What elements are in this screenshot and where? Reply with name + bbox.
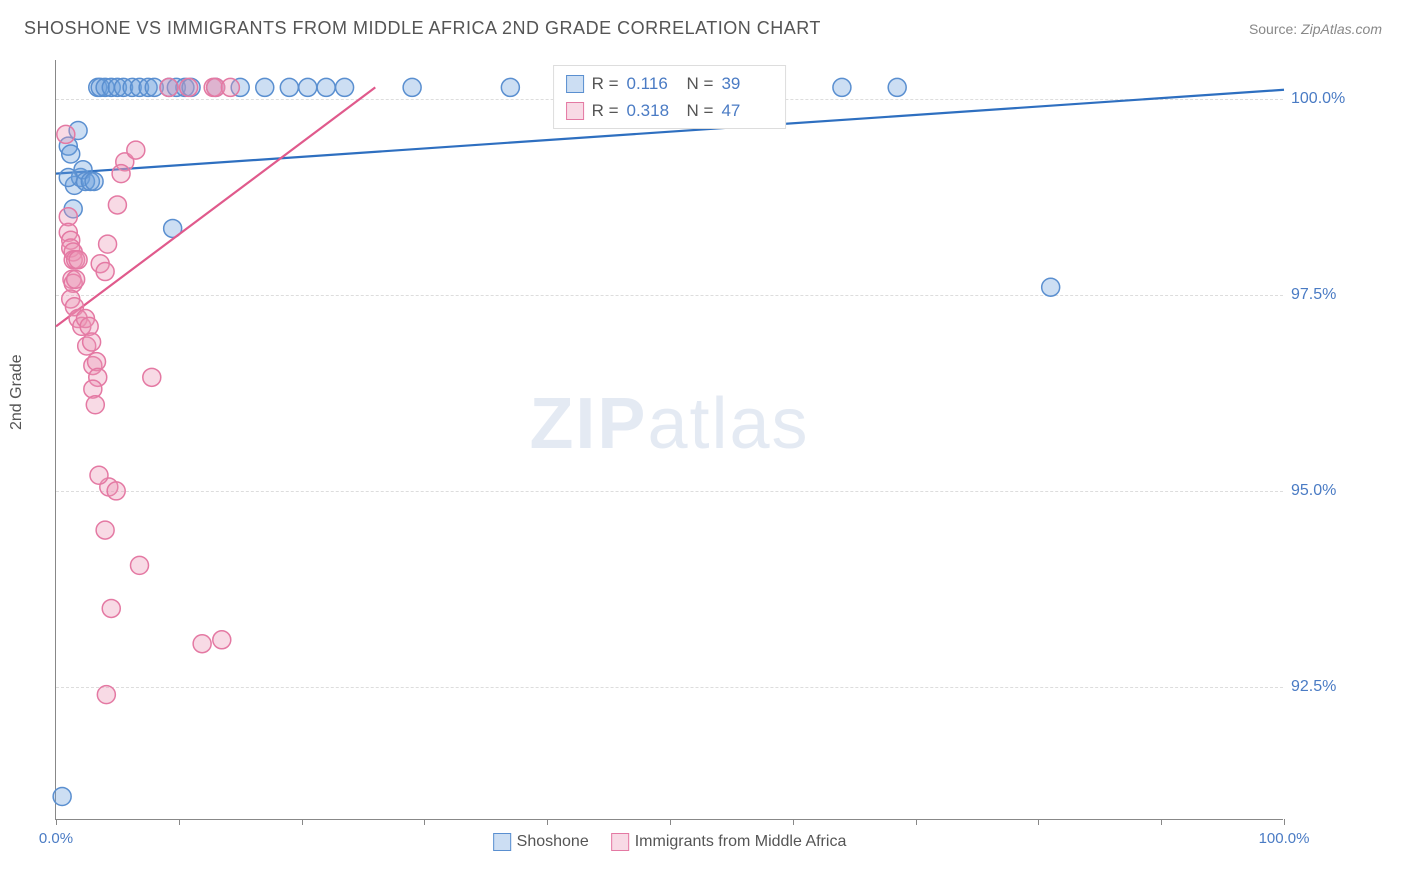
point-immigrants: [221, 78, 239, 96]
plot-area: ZIPatlas 92.5%95.0%97.5%100.0% R = 0.116…: [55, 60, 1283, 820]
point-shoshone: [1042, 278, 1060, 296]
xtick: [1284, 819, 1285, 825]
source-name: ZipAtlas.com: [1301, 21, 1382, 37]
ytick-label: 97.5%: [1291, 286, 1391, 304]
point-immigrants: [99, 235, 117, 253]
ytick-label: 95.0%: [1291, 482, 1391, 500]
point-immigrants: [97, 686, 115, 704]
legend-item-shoshone: Shoshone: [493, 833, 589, 851]
legend-swatch-immigrants: [566, 102, 584, 120]
xtick: [793, 819, 794, 825]
point-shoshone: [85, 172, 103, 190]
point-shoshone: [833, 78, 851, 96]
n-label: N =: [687, 70, 714, 97]
point-immigrants: [213, 631, 231, 649]
point-immigrants: [160, 78, 178, 96]
point-shoshone: [403, 78, 421, 96]
n-value-shoshone: 39: [721, 70, 773, 97]
legend-label-immigrants: Immigrants from Middle Africa: [635, 833, 847, 851]
point-immigrants: [127, 141, 145, 159]
r-value-immigrants: 0.318: [627, 97, 679, 124]
legend-stats: R = 0.116 N = 39 R = 0.318 N = 47: [553, 65, 787, 129]
xtick: [1038, 819, 1039, 825]
plot-svg: [56, 60, 1283, 819]
chart-title: SHOSHONE VS IMMIGRANTS FROM MIDDLE AFRIC…: [24, 18, 821, 39]
point-immigrants: [96, 521, 114, 539]
point-immigrants: [107, 482, 125, 500]
point-shoshone: [336, 78, 354, 96]
point-shoshone: [256, 78, 274, 96]
point-immigrants: [131, 556, 149, 574]
ytick-label: 92.5%: [1291, 678, 1391, 696]
xtick-label: 100.0%: [1259, 830, 1310, 847]
xtick: [302, 819, 303, 825]
source-attribution: Source: ZipAtlas.com: [1249, 21, 1382, 37]
legend-bottom: Shoshone Immigrants from Middle Africa: [493, 833, 847, 851]
point-shoshone: [59, 169, 77, 187]
point-immigrants: [180, 78, 198, 96]
xtick: [424, 819, 425, 825]
point-shoshone: [888, 78, 906, 96]
xtick-label: 0.0%: [39, 830, 73, 847]
point-immigrants: [193, 635, 211, 653]
source-prefix: Source:: [1249, 21, 1301, 37]
point-immigrants: [67, 270, 85, 288]
legend-swatch-immigrants-icon: [611, 833, 629, 851]
point-immigrants: [96, 263, 114, 281]
xtick: [916, 819, 917, 825]
legend-stats-row-2: R = 0.318 N = 47: [566, 97, 774, 124]
point-shoshone: [280, 78, 298, 96]
point-shoshone: [501, 78, 519, 96]
n-label: N =: [687, 97, 714, 124]
point-immigrants: [83, 333, 101, 351]
point-immigrants: [90, 466, 108, 484]
point-immigrants: [69, 251, 87, 269]
xtick: [56, 819, 57, 825]
xtick: [670, 819, 671, 825]
r-label: R =: [592, 70, 619, 97]
point-immigrants: [57, 125, 75, 143]
legend-stats-row-1: R = 0.116 N = 39: [566, 70, 774, 97]
point-immigrants: [143, 368, 161, 386]
xtick: [1161, 819, 1162, 825]
r-label: R =: [592, 97, 619, 124]
xtick: [179, 819, 180, 825]
point-immigrants: [102, 599, 120, 617]
point-immigrants: [86, 396, 104, 414]
point-shoshone: [317, 78, 335, 96]
xtick: [547, 819, 548, 825]
legend-label-shoshone: Shoshone: [517, 833, 589, 851]
point-shoshone: [299, 78, 317, 96]
point-immigrants: [112, 165, 130, 183]
r-value-shoshone: 0.116: [627, 70, 679, 97]
legend-swatch-shoshone-icon: [493, 833, 511, 851]
trend-line-immigrants: [56, 87, 375, 326]
n-value-immigrants: 47: [721, 97, 773, 124]
y-axis-label: 2nd Grade: [8, 354, 26, 430]
legend-swatch-shoshone: [566, 75, 584, 93]
point-shoshone: [53, 787, 71, 805]
point-immigrants: [108, 196, 126, 214]
legend-item-immigrants: Immigrants from Middle Africa: [611, 833, 847, 851]
point-shoshone: [62, 145, 80, 163]
ytick-label: 100.0%: [1291, 90, 1391, 108]
